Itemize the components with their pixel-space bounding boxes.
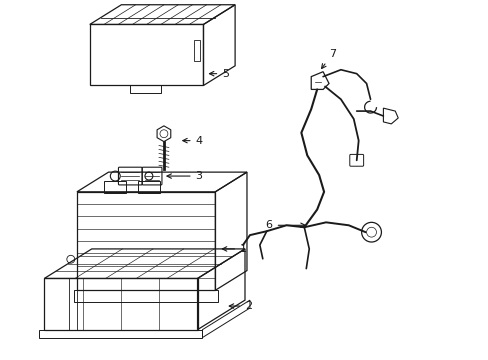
Text: 1: 1 <box>222 244 246 254</box>
Text: 2: 2 <box>229 301 252 311</box>
Text: 7: 7 <box>321 49 335 68</box>
Text: 6: 6 <box>265 220 305 230</box>
Text: 5: 5 <box>209 69 229 79</box>
Bar <box>193 40 199 61</box>
Text: 4: 4 <box>183 136 202 145</box>
Text: 3: 3 <box>166 171 202 181</box>
